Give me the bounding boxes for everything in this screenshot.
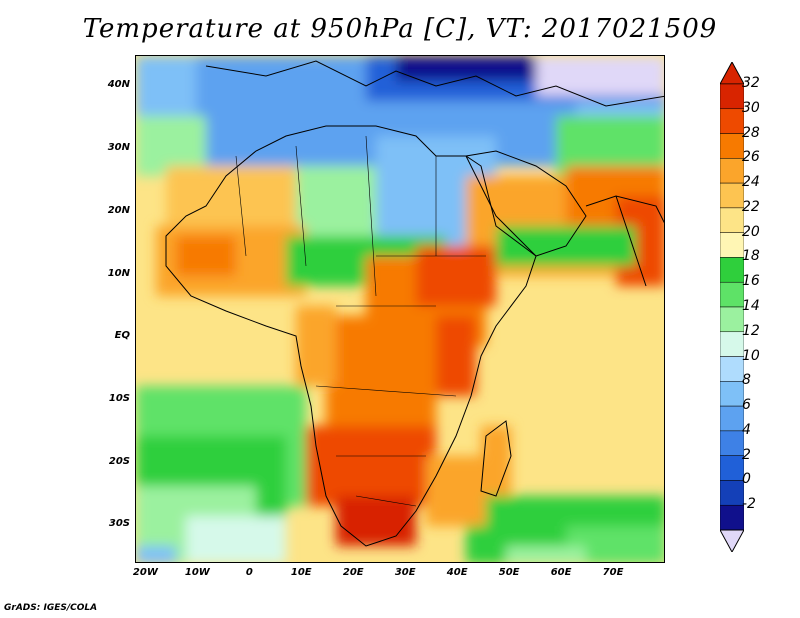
colorbar-label: 10 bbox=[742, 347, 760, 364]
lon-label: 60E bbox=[550, 567, 572, 578]
colorbar-swatch bbox=[720, 207, 744, 233]
coastlines bbox=[165, 60, 664, 547]
colorbar-swatch bbox=[720, 331, 744, 357]
colorbar-label: 24 bbox=[742, 174, 760, 191]
colorbar-swatch bbox=[720, 306, 744, 333]
credit-text: GrADS: IGES/COLA bbox=[4, 603, 98, 613]
colorbar-swatch bbox=[720, 405, 744, 432]
colorbar-label: 28 bbox=[742, 124, 760, 141]
lat-label: 20S bbox=[108, 455, 130, 467]
colorbar-swatch bbox=[720, 232, 744, 258]
lon-label: 10E bbox=[290, 567, 312, 578]
colorbar-label: 30 bbox=[742, 99, 760, 116]
colorbar bbox=[720, 62, 744, 552]
lat-label: 20N bbox=[107, 204, 130, 216]
lon-label: 0 bbox=[245, 567, 253, 578]
colorbar-swatch bbox=[720, 257, 744, 283]
lat-label: 30S bbox=[108, 518, 130, 530]
lat-label: 30N bbox=[107, 142, 130, 154]
colorbar-label: 4 bbox=[742, 421, 751, 438]
lon-label: 70E bbox=[602, 567, 624, 578]
chart-title: Temperature at 950hPa [C], VT: 201702150… bbox=[82, 14, 718, 44]
lat-label: 10S bbox=[108, 392, 130, 404]
colorbar-label: 12 bbox=[742, 322, 760, 339]
colorbar-swatch bbox=[720, 430, 744, 456]
colorbar-swatch bbox=[720, 182, 744, 209]
colorbar-top-arrow bbox=[720, 62, 744, 85]
temperature-map bbox=[135, 55, 665, 563]
colorbar-swatch bbox=[720, 133, 744, 159]
colorbar-label: 20 bbox=[742, 223, 760, 240]
colorbar-bottom-arrow bbox=[720, 529, 744, 552]
colorbar-swatch bbox=[720, 83, 744, 110]
colorbar-label: 26 bbox=[742, 149, 760, 166]
colorbar-label: -2 bbox=[742, 496, 756, 513]
colorbar-label: 18 bbox=[742, 248, 760, 265]
colorbar-label: 16 bbox=[742, 273, 760, 290]
colorbar-label: 2 bbox=[742, 446, 751, 463]
lon-label: 40E bbox=[446, 567, 468, 578]
lat-label: EQ bbox=[114, 330, 130, 342]
colorbar-swatch bbox=[720, 381, 744, 407]
lon-label: 50E bbox=[498, 567, 520, 578]
lon-label: 30E bbox=[394, 567, 416, 578]
temperature-field bbox=[136, 56, 664, 562]
lon-label: 20W bbox=[132, 567, 158, 578]
colorbar-label: 0 bbox=[742, 471, 751, 488]
colorbar-swatch bbox=[720, 356, 744, 382]
colorbar-label: 8 bbox=[742, 372, 751, 389]
colorbar-swatch bbox=[720, 108, 744, 134]
lon-label: 20E bbox=[342, 567, 364, 578]
colorbar-swatch bbox=[720, 455, 744, 481]
colorbar-swatch bbox=[720, 281, 744, 308]
colorbar-label: 14 bbox=[742, 298, 760, 314]
colorbar-swatch bbox=[720, 504, 744, 531]
colorbar-label: 6 bbox=[742, 397, 751, 414]
colorbar-label: 22 bbox=[742, 198, 760, 215]
colorbar-swatch bbox=[720, 158, 744, 184]
lon-label: 10W bbox=[184, 567, 210, 578]
temperature-shading bbox=[136, 56, 664, 562]
colorbar-swatch bbox=[720, 480, 744, 506]
country-borders bbox=[235, 135, 486, 507]
lat-label: 40N bbox=[107, 79, 130, 91]
colorbar-label: 32 bbox=[742, 75, 760, 91]
lat-label: 10N bbox=[107, 267, 130, 279]
